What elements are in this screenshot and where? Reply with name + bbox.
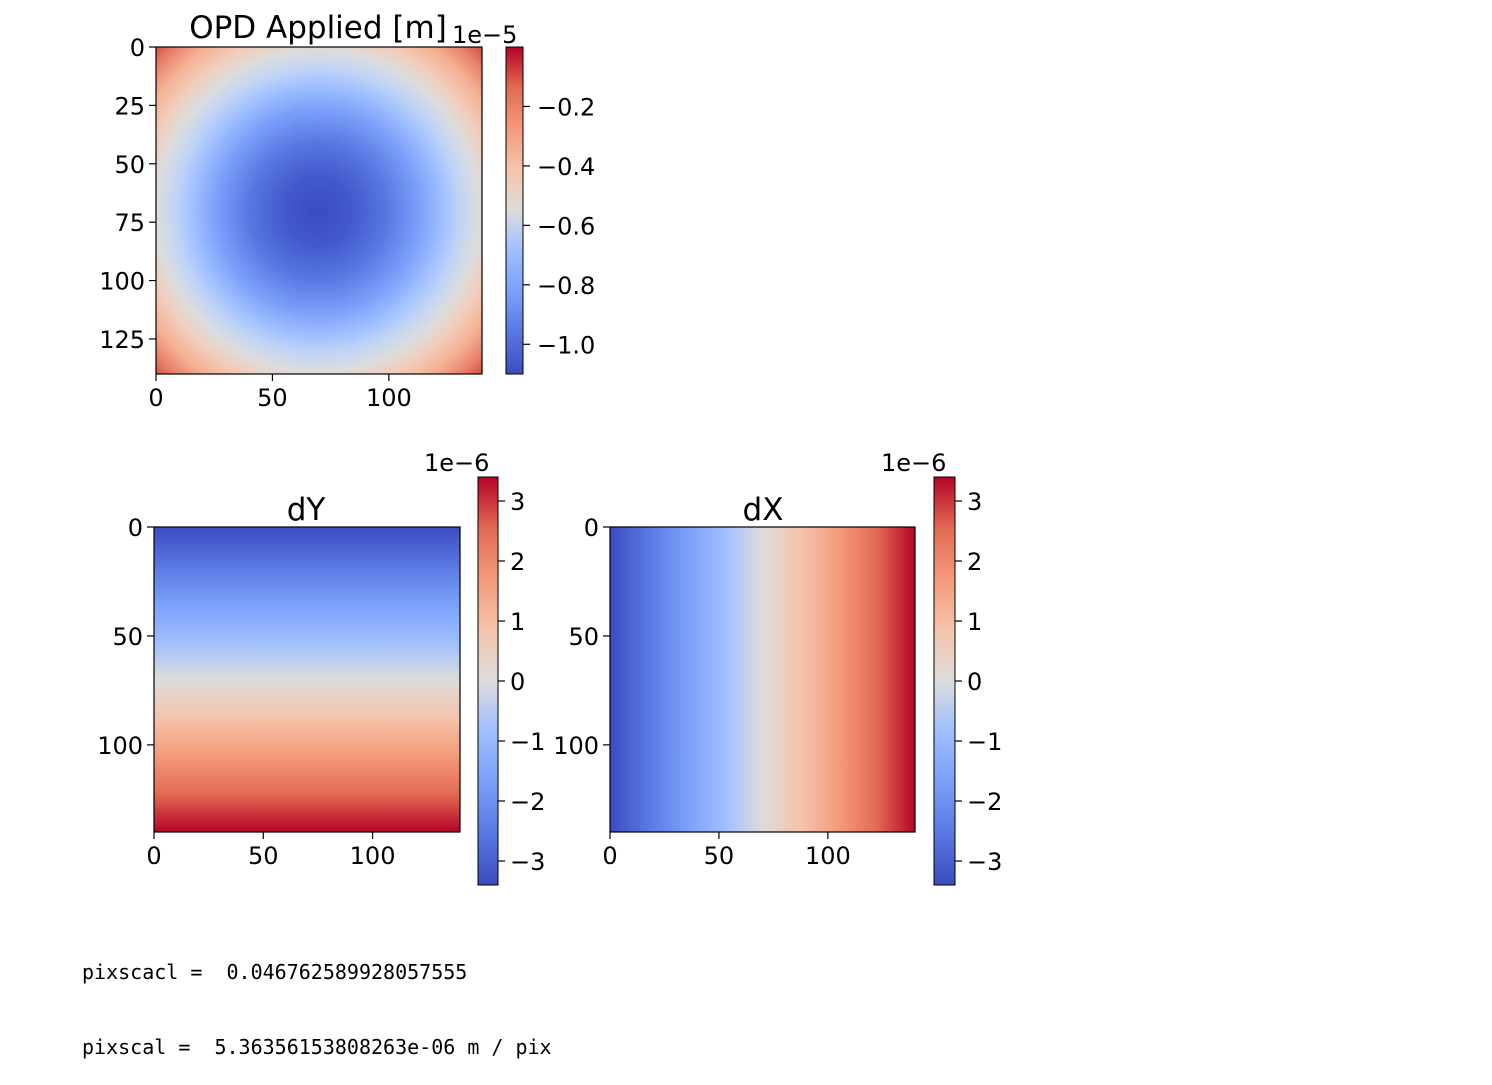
x-tick-label: 100 (350, 842, 396, 870)
colorbar-tick-label: −0.8 (537, 272, 595, 300)
colorbar-tick-label: −2 (967, 788, 1002, 816)
colorbar-tick-label: 0 (510, 668, 525, 696)
output-line-pixscal: pixscal = 5.36356153808263e-06 m / pix (82, 1035, 552, 1059)
figure: OPD Applied [m]0 50 1000255075100125−0.2−0… (97, 10, 1002, 886)
axes-frame-1 (153, 526, 461, 833)
output-text: pixscacl = 0.046762589928057555 pixscal … (82, 910, 552, 1085)
colorbar-tick-label: −0.2 (537, 93, 595, 121)
x-tick-label: 0 (602, 842, 617, 870)
chart-title-2: dX (743, 492, 784, 528)
colorbar-tick-label: 2 (967, 548, 982, 576)
y-tick-label: 0 (128, 514, 143, 542)
colorbar-2 (934, 477, 955, 885)
colorbar-frame-0 (505, 46, 524, 375)
axes-frame-2 (609, 526, 916, 833)
heatmap-image-2 (610, 527, 915, 832)
y-tick-label: 100 (99, 268, 145, 296)
colorbar-tick-label: −3 (967, 848, 1002, 876)
colorbar-tick-label: 1 (510, 608, 525, 636)
axes-frame-0 (155, 46, 483, 375)
heatmap-image-0 (156, 47, 482, 374)
x-tick-label: 100 (805, 842, 851, 870)
colorbar-1 (478, 477, 498, 885)
panel-1: dY 0 50 100 0 50 100 3 2 1 0 −1 −2 −3 1e−6 (97, 449, 545, 886)
y-tick-label: 50 (114, 151, 145, 179)
colorbar-tick-label: −0.6 (537, 212, 595, 240)
y-tick-label: 125 (99, 326, 145, 354)
chart-title-1: dY (287, 492, 326, 528)
colorbar-tick-label: −0.4 (537, 153, 595, 181)
y-tick-label: 0 (130, 34, 145, 62)
x-tick-label: 100 (366, 384, 412, 412)
chart-title-0: OPD Applied [m] (189, 10, 447, 46)
x-tick-label: 0 (148, 384, 163, 412)
y-tick-label: 100 (97, 732, 143, 760)
y-tick-label: 25 (114, 92, 145, 120)
panel-0: OPD Applied [m] 0 50 100 0 25 50 75 100 125 −0.2 −0… (99, 10, 595, 412)
colorbar-tick-label: 3 (510, 488, 525, 516)
colorbar-tick-label: 2 (510, 548, 525, 576)
panel-2: dX 0 50 100 0 50 100 3 2 1 0 −1 −2 −3 1e−6 (553, 449, 1002, 886)
colorbar-offset-label-2: 1e−6 (881, 449, 946, 477)
colorbar-tick-label: −2 (510, 788, 545, 816)
x-tick-label: 50 (704, 842, 735, 870)
colorbar-tick-label: −3 (510, 848, 545, 876)
x-tick-label: 50 (248, 842, 279, 870)
colorbar-offset-label-0: 1e−5 (452, 21, 517, 49)
x-tick-label: 0 (146, 842, 161, 870)
colorbar-tick-label: −1 (967, 728, 1002, 756)
y-tick-label: 75 (114, 209, 145, 237)
y-tick-label: 50 (568, 623, 599, 651)
output-line-pixscacl: pixscacl = 0.046762589928057555 (82, 960, 468, 984)
colorbar-tick-label: 1 (967, 608, 982, 636)
colorbar-0 (506, 47, 523, 374)
colorbar-offset-label-1: 1e−6 (424, 449, 489, 477)
y-tick-label: 0 (584, 514, 599, 542)
colorbar-tick-label: 0 (967, 668, 982, 696)
colorbar-tick-label: −1 (510, 728, 545, 756)
colorbar-tick-label: −1.0 (537, 331, 595, 359)
y-tick-label: 100 (553, 732, 599, 760)
x-tick-label: 50 (257, 384, 288, 412)
heatmap-image-1 (154, 527, 460, 832)
colorbar-tick-label: 3 (967, 488, 982, 516)
y-tick-label: 50 (112, 623, 143, 651)
